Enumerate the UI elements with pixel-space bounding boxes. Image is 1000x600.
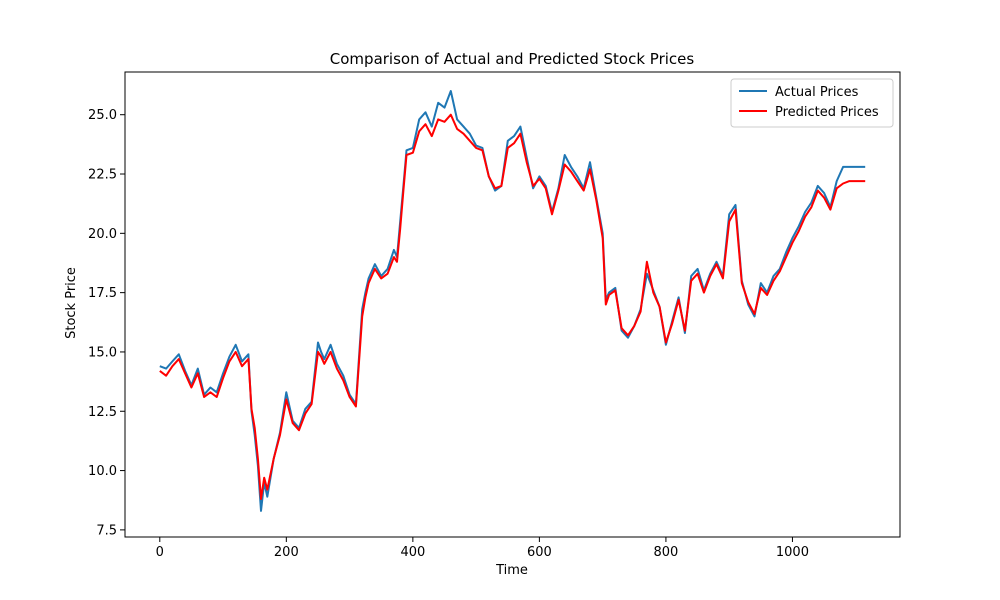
y-tick-label: 22.5 bbox=[88, 168, 117, 183]
y-tick-label: 17.5 bbox=[88, 286, 117, 301]
legend-predicted-label: Predicted Prices bbox=[775, 105, 879, 120]
legend-box bbox=[730, 78, 894, 128]
y-axis-label: Stock Price bbox=[64, 267, 79, 339]
x-tick-label: 1000 bbox=[776, 545, 809, 560]
y-tick-label: 10.0 bbox=[88, 464, 117, 479]
chart-title: Comparison of Actual and Predicted Stock… bbox=[330, 50, 695, 68]
y-tick-label: 20.0 bbox=[88, 227, 117, 242]
x-tick-label: 200 bbox=[274, 545, 299, 560]
y-tick-label: 7.5 bbox=[96, 523, 117, 538]
legend: Actual Prices Predicted Prices bbox=[730, 78, 894, 128]
y-axis: 7.5 10.0 12.5 15.0 17.5 20.0 22.5 25.0 bbox=[88, 108, 125, 538]
plot-frame bbox=[124, 71, 901, 538]
x-tick-label: 400 bbox=[400, 545, 425, 560]
y-tick-label: 15.0 bbox=[88, 345, 117, 360]
predicted-prices-line bbox=[159, 113, 866, 500]
x-axis-label: Time bbox=[495, 563, 528, 578]
x-tick-label: 600 bbox=[527, 545, 552, 560]
y-tick-label: 25.0 bbox=[88, 108, 117, 123]
x-tick-label: 800 bbox=[654, 545, 679, 560]
actual-prices-line bbox=[159, 90, 866, 512]
x-axis: 0 200 400 600 800 1000 bbox=[156, 537, 809, 560]
x-tick-label: 0 bbox=[156, 545, 164, 560]
y-tick-label: 12.5 bbox=[88, 405, 117, 420]
legend-actual-label: Actual Prices bbox=[775, 85, 859, 100]
plot-lines bbox=[159, 90, 866, 512]
